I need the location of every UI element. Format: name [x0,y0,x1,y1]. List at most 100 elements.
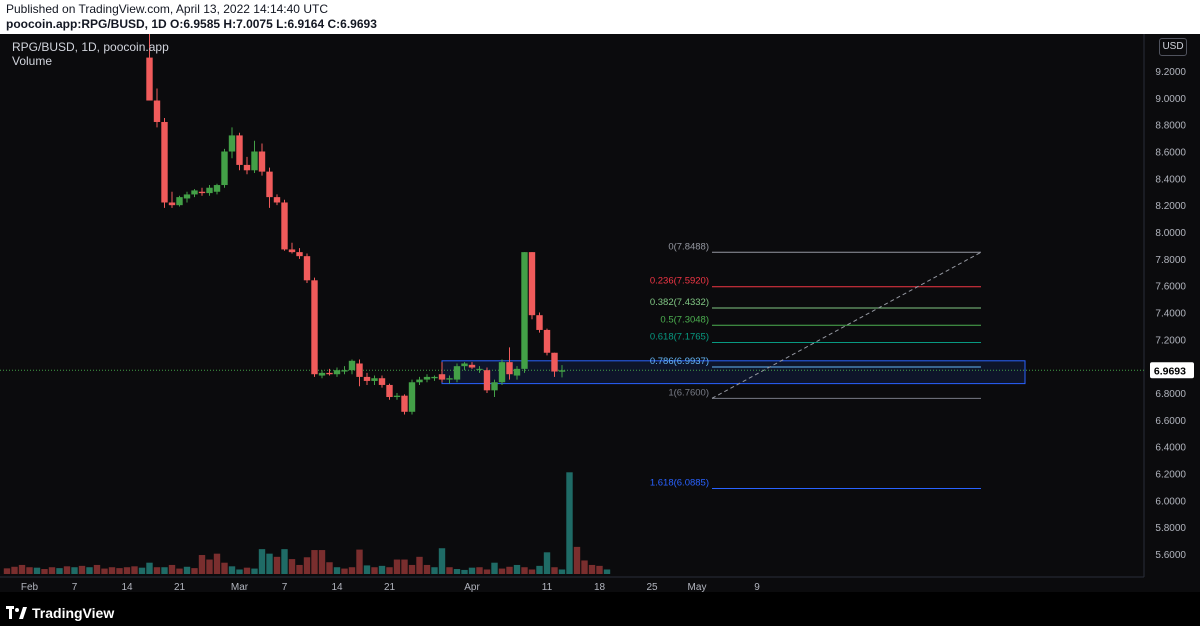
candle-body [536,315,543,330]
volume-bar [423,564,431,574]
candle-body [243,164,251,171]
candle-body [281,202,288,250]
volume-bar [123,567,131,574]
y-tick-label: 7.4000 [1155,309,1186,320]
volume-bar [371,567,378,574]
candle-body [461,363,468,367]
chart-legend: RPG/BUSD, 1D, poocoin.app Volume [12,40,169,68]
volume-bar [183,566,191,574]
candle-body [326,372,333,375]
volume-bar [131,566,138,574]
candle-body [513,368,521,376]
candle-body [543,329,551,353]
volume-bar [296,564,303,574]
candle-body [266,171,273,198]
x-tick-label: May [688,582,707,592]
candle-body [446,378,453,380]
volume-bar [221,562,228,574]
y-tick-label: 5.6000 [1155,550,1186,561]
volume-bar [521,567,528,574]
y-tick-label: 6.4000 [1155,443,1186,454]
tradingview-logo: TradingView [6,604,114,622]
y-tick-label: 6.8000 [1155,389,1186,400]
chart-area[interactable]: 9.2000 9.0000 8.8000 8.6000 8.4000 8.2000 8.00… [0,34,1200,592]
volume-bar [176,568,183,574]
candle-body [506,362,513,375]
y-tick-label: 6.2000 [1155,470,1186,481]
candle-body [551,352,558,372]
x-tick-label: 21 [384,582,396,592]
volume-bar [573,546,581,574]
x-tick-label: 7 [72,582,78,592]
candle-body [378,378,386,385]
volume-bar [33,567,41,574]
volume-bar [416,556,423,574]
volume-bar [48,567,56,574]
volume-bar [386,567,393,574]
volume-bar [138,567,146,574]
currency-button[interactable]: USD [1159,38,1187,56]
y-tick-label: 9.2000 [1155,67,1186,78]
high-label: H: [223,17,237,31]
volume-bar [146,562,153,574]
candle-body [333,370,341,375]
symbol-ohlc-line: poocoin.app:RPG/BUSD, 1D O:6.9585 H:7.00… [6,17,377,31]
volume-bar [341,568,348,574]
last-price-tag [1150,362,1194,379]
volume-bar [71,567,78,574]
volume-bar [56,568,63,574]
close-label: C: [327,17,341,31]
volume-bar [581,560,588,574]
x-tick-label: Feb [21,582,39,592]
volume-bar [11,566,18,574]
volume-bar [491,562,498,574]
open-value: 6.9585 [183,17,221,31]
y-tick-label: 8.0000 [1155,228,1186,239]
candle-body [206,187,213,194]
price-chart[interactable]: 9.2000 9.0000 8.8000 8.6000 8.4000 8.2000 8.00… [0,34,1200,592]
volume-bar [603,569,611,574]
volume-bar [63,566,71,574]
price-axis-bg [1144,34,1200,592]
x-tick-label: Mar [231,582,249,592]
x-tick-label: 21 [174,582,186,592]
support-zone-box [441,360,1026,385]
candle-body [236,135,243,165]
volume-bar [588,564,596,574]
volume-bar [3,568,11,574]
volume-bar [438,548,446,574]
x-tick-label: 7 [282,582,288,592]
volume-bar [161,567,168,574]
volume-bar [273,556,281,574]
volume-bar [468,567,476,574]
volume-bar [281,549,288,574]
volume-bar [453,569,461,574]
y-tick-label: 8.6000 [1155,148,1186,159]
symbol-prefix: poocoin.app:RPG/BUSD, 1D [6,17,167,31]
y-tick-label: 8.2000 [1155,201,1186,212]
volume-bar [431,567,438,574]
candle-body [228,135,236,152]
candle-body [491,382,498,391]
volume-bar [26,567,33,574]
volume-bar [41,569,48,574]
volume-bar [483,569,491,574]
candle-body [423,376,431,380]
candle-body [341,370,348,372]
tradingview-logo-icon [6,606,27,619]
published-info: Published on TradingView.com, April 13, … [6,2,328,16]
volume-bar [596,565,603,574]
volume-bar [266,553,273,574]
volume-bar [536,565,543,574]
candle-body [371,378,378,381]
fib-level-label: 0.382(7.4332) [650,297,709,308]
legend-title: RPG/BUSD, 1D, poocoin.app [12,40,169,54]
candle-body [273,197,281,203]
last-price-label: 6.9693 [1154,365,1186,377]
volume-bar [326,562,333,574]
volume-bar [78,565,86,574]
candle-body [311,280,318,375]
volume-bar [566,472,573,574]
candle-body [416,379,423,383]
volume-bar [86,567,93,574]
